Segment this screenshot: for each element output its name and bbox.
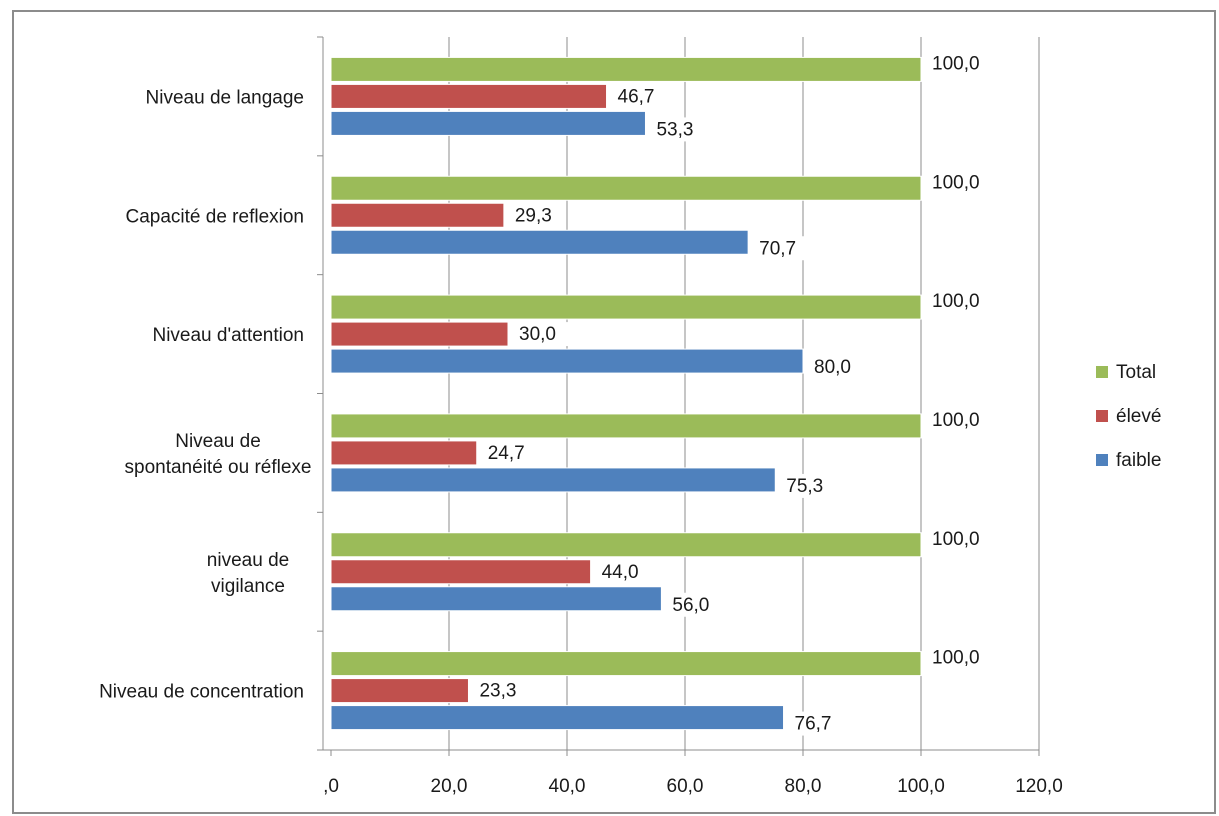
data-label: 100,0 [932, 529, 980, 550]
bar-faible [330, 586, 662, 612]
data-label-bg [924, 170, 982, 195]
legend-label: élevé [1116, 406, 1161, 427]
bars [330, 56, 922, 731]
data-label: 100,0 [932, 53, 980, 74]
data-label: 80,0 [814, 357, 851, 378]
legend-label: Total [1116, 362, 1156, 383]
legend-swatch [1096, 410, 1108, 422]
axes: Niveau de langage Capacité de reflexion Ni… [99, 36, 1063, 797]
data-label: 46,7 [618, 86, 655, 107]
bar-eleve [330, 559, 592, 585]
legend: Total élevé faible [1096, 362, 1161, 471]
data-label-bg [924, 645, 982, 670]
data-label-bg [806, 355, 864, 380]
data-label-bg [664, 592, 723, 617]
x-tick-label: 80,0 [785, 776, 822, 797]
category-label: Capacité de reflexion [126, 206, 305, 227]
bar-faible [330, 467, 776, 493]
data-label: 44,0 [602, 562, 639, 583]
data-label-bg [924, 289, 982, 314]
data-label-bg [506, 203, 565, 228]
bar-faible [330, 705, 785, 731]
data-label: 29,3 [515, 205, 552, 226]
data-label: 30,0 [519, 324, 556, 345]
legend-swatch [1096, 454, 1108, 466]
category-label: spontanéité ou réflexe [125, 457, 312, 478]
data-label: 24,7 [488, 443, 525, 464]
data-label: 76,7 [795, 714, 832, 735]
x-tick-label: ,0 [323, 776, 339, 797]
legend-label: faible [1116, 450, 1161, 471]
bar-total [330, 413, 922, 439]
data-label-bg [924, 51, 982, 76]
bar-total [330, 294, 922, 320]
category-label: vigilance [211, 576, 285, 597]
x-tick-label: 120,0 [1015, 776, 1063, 797]
gridlines [448, 37, 1040, 750]
data-label-bg [511, 322, 569, 347]
data-label-bg [471, 678, 530, 703]
bar-eleve [330, 321, 509, 347]
bar-eleve [330, 83, 608, 109]
bar-total [330, 651, 922, 677]
data-label: 100,0 [932, 172, 980, 193]
chart-frame [12, 10, 1216, 814]
bar-eleve [330, 440, 478, 466]
x-tick-label: 60,0 [667, 776, 704, 797]
x-tick-label: 40,0 [549, 776, 586, 797]
bar-faible [330, 110, 646, 136]
category-label: Niveau de concentration [99, 682, 304, 703]
data-label-bg [609, 84, 668, 109]
data-label: 53,3 [656, 119, 693, 140]
data-label: 70,7 [759, 238, 796, 259]
data-label-bg [924, 407, 982, 432]
bar-eleve [330, 202, 505, 228]
data-label-bg [593, 559, 652, 584]
data-label: 75,3 [786, 476, 823, 497]
category-label: Niveau de langage [146, 87, 304, 108]
data-label: 100,0 [932, 648, 980, 669]
category-label: Niveau de [175, 431, 261, 452]
data-label-bg [648, 117, 707, 142]
data-label: 56,0 [672, 595, 709, 616]
bar-total [330, 175, 922, 201]
x-tick-label: 100,0 [897, 776, 945, 797]
data-label: 100,0 [932, 291, 980, 312]
data-label-bg [751, 236, 810, 261]
data-label-bg [479, 440, 538, 465]
data-label-bg [778, 473, 837, 498]
bar-total [330, 56, 922, 82]
bar-faible [330, 229, 749, 255]
category-label: Niveau d'attention [152, 325, 304, 346]
category-label: niveau de [207, 550, 289, 571]
data-label: 100,0 [932, 410, 980, 431]
legend-swatch [1096, 366, 1108, 378]
bar-faible [330, 348, 804, 374]
labels: 100,0 46,753,3 100,0 29,3 70,7 100,0 30,0 80,0 1… [471, 51, 982, 736]
bar-eleve [330, 678, 469, 704]
data-label-bg [924, 526, 982, 551]
x-tick-label: 20,0 [431, 776, 468, 797]
data-label: 23,3 [479, 681, 516, 702]
bar-total [330, 532, 922, 558]
data-label-bg [786, 711, 845, 736]
